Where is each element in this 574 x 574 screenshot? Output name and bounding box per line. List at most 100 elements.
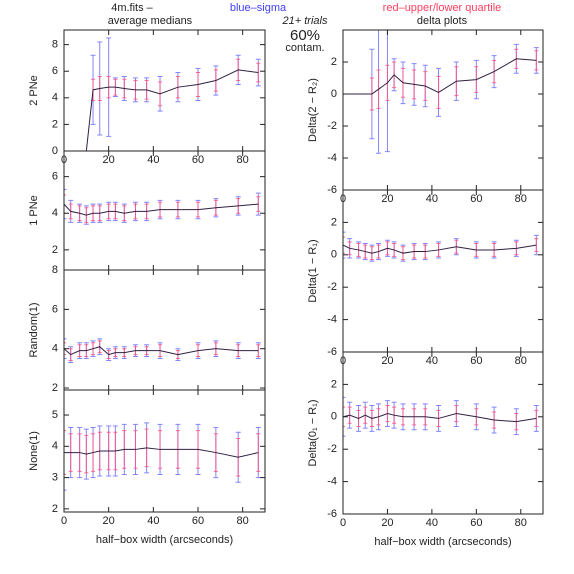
y-axis-label: 2 PNe bbox=[28, 75, 40, 106]
panel bbox=[64, 188, 261, 225]
y-tick-label: -2 bbox=[327, 443, 337, 455]
contam-label: contam. bbox=[285, 42, 324, 54]
x-tick-label: 80 bbox=[515, 193, 527, 205]
axes-frame bbox=[342, 351, 544, 515]
y-axis-label: Delta(2 − R₂) bbox=[307, 78, 319, 142]
y-tick-label: 4 bbox=[52, 440, 58, 452]
x-tick-label: 60 bbox=[470, 355, 482, 367]
y-tick-label: -6 bbox=[327, 184, 337, 196]
quartile-error-bar bbox=[64, 430, 66, 475]
x-tick-label: 60 bbox=[192, 515, 204, 527]
y-tick-label: -2 bbox=[327, 120, 337, 132]
quartile-error-bar bbox=[343, 236, 345, 254]
quartile-note: red–upper/lower quartile bbox=[383, 2, 502, 14]
quartile-error-bar bbox=[343, 406, 345, 428]
x-tick-label: 40 bbox=[147, 515, 159, 527]
y-tick-label: 3 bbox=[52, 471, 58, 483]
x-tick-label: 80 bbox=[515, 355, 527, 367]
y-tick-label: 0 bbox=[331, 411, 337, 423]
y-tick-label: 2 bbox=[331, 216, 337, 228]
y-axis-label: 1 PNe bbox=[28, 195, 40, 226]
x-tick-label: 80 bbox=[237, 154, 249, 166]
x-tick-label: 80 bbox=[237, 515, 249, 527]
x-tick-label: 0 bbox=[61, 515, 67, 527]
y-tick-label: -4 bbox=[327, 314, 337, 326]
y-tick-label: 2 bbox=[331, 378, 337, 390]
y-tick-label: 0 bbox=[331, 88, 337, 100]
y-tick-label: 6 bbox=[52, 303, 58, 315]
median-line bbox=[64, 447, 259, 458]
x-axis-label: half−box width (arcseconds) bbox=[374, 536, 511, 548]
y-tick-label: -4 bbox=[327, 152, 337, 164]
panel bbox=[64, 338, 261, 363]
quartile-error-bar bbox=[64, 342, 66, 356]
y-tick-label: 5 bbox=[52, 409, 58, 421]
sigma-error-bar bbox=[64, 338, 67, 360]
y-tick-label: -2 bbox=[327, 281, 337, 293]
right-title: delta plots bbox=[417, 15, 468, 27]
axes-frame bbox=[63, 389, 266, 513]
y-tick-label: 0 bbox=[52, 145, 58, 157]
x-tick-label: 40 bbox=[426, 517, 438, 529]
axes-frame bbox=[63, 269, 266, 391]
median-line bbox=[343, 58, 537, 95]
x-tick-label: 20 bbox=[381, 355, 393, 367]
x-tick-label: 20 bbox=[381, 193, 393, 205]
y-tick-label: 8 bbox=[52, 39, 58, 51]
y-tick-label: 6 bbox=[52, 65, 58, 77]
quartile-error-bar bbox=[256, 433, 261, 472]
axes-frame bbox=[63, 29, 266, 152]
panel bbox=[343, 396, 539, 437]
y-tick-label: -6 bbox=[327, 508, 337, 520]
y-tick-label: 8 bbox=[52, 264, 58, 276]
x-tick-label: 20 bbox=[103, 515, 115, 527]
y-axis-label: Delta(0₁ − R₁) bbox=[307, 399, 319, 466]
y-tick-label: 4 bbox=[52, 207, 58, 219]
y-tick-label: 6 bbox=[52, 171, 58, 183]
panel bbox=[343, 231, 539, 262]
x-tick-label: 20 bbox=[381, 517, 393, 529]
x-tick-label: 80 bbox=[515, 517, 527, 529]
sigma-error-bar bbox=[64, 188, 67, 220]
y-tick-label: 2 bbox=[52, 382, 58, 394]
contamination: 60% bbox=[290, 27, 320, 44]
y-tick-label: 0 bbox=[331, 249, 337, 261]
sigma-error-bar bbox=[343, 396, 346, 437]
median-line bbox=[343, 244, 537, 254]
y-tick-label: 4 bbox=[52, 92, 58, 104]
x-tick-label: 40 bbox=[147, 154, 159, 166]
median-line bbox=[343, 413, 537, 423]
y-tick-label: 2 bbox=[52, 503, 58, 515]
x-tick-label: 40 bbox=[426, 355, 438, 367]
trials: 21+ trials bbox=[282, 15, 328, 27]
file-name: 4m.fits – bbox=[111, 2, 153, 14]
axes-frame bbox=[342, 189, 544, 353]
median-line bbox=[85, 69, 259, 151]
y-tick-label: 2 bbox=[52, 118, 58, 130]
sigma-note: blue–sigma bbox=[230, 2, 287, 14]
y-tick-label: -6 bbox=[327, 346, 337, 358]
x-tick-label: 0 bbox=[340, 517, 346, 529]
panel bbox=[64, 414, 261, 491]
median-line bbox=[64, 203, 259, 216]
quartile-error-bar bbox=[256, 196, 261, 212]
y-tick-label: -4 bbox=[327, 476, 337, 488]
y-tick-label: 4 bbox=[52, 343, 58, 355]
x-tick-label: 60 bbox=[470, 193, 482, 205]
panel bbox=[85, 37, 261, 151]
median-line bbox=[64, 346, 259, 356]
x-axis-label: half−box width (arcseconds) bbox=[96, 534, 233, 546]
y-tick-label: 2 bbox=[331, 56, 337, 68]
y-tick-label: 2 bbox=[52, 244, 58, 256]
x-tick-label: 60 bbox=[192, 154, 204, 166]
y-axis-label: None(1) bbox=[28, 431, 40, 471]
panel bbox=[343, 30, 539, 154]
x-tick-label: 20 bbox=[103, 154, 115, 166]
left-title: average medians bbox=[108, 15, 193, 27]
y-axis-label: Random(1) bbox=[28, 302, 40, 357]
axes-frame bbox=[63, 150, 266, 271]
y-axis-label: Delta(1 − R₁) bbox=[307, 239, 319, 302]
x-tick-label: 40 bbox=[426, 193, 438, 205]
sigma-error-bar bbox=[343, 231, 346, 259]
